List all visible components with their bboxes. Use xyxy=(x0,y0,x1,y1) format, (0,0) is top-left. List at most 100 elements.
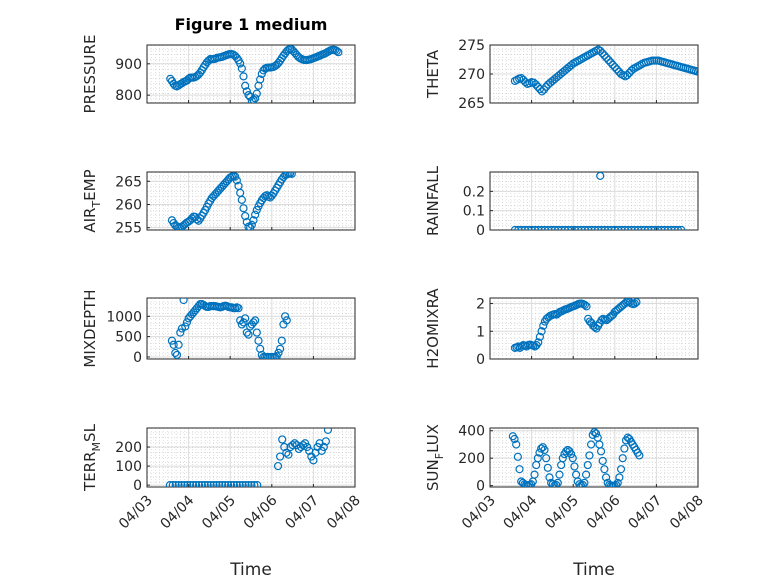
data-point xyxy=(596,172,605,180)
data-point xyxy=(514,225,523,230)
data-point xyxy=(580,225,589,230)
data-point xyxy=(232,480,241,487)
data-point xyxy=(181,322,190,331)
y-tick-label: 0 xyxy=(133,350,142,366)
data-series xyxy=(166,45,343,103)
data-point xyxy=(570,462,579,471)
data-point xyxy=(288,441,297,450)
data-point xyxy=(620,225,629,230)
data-point xyxy=(171,480,180,487)
data-point xyxy=(545,473,554,482)
x-axis-label-right: Time xyxy=(572,560,615,580)
x-tick-label: 04/06 xyxy=(241,492,281,532)
y-axis-label-subscript: T xyxy=(90,201,103,209)
y-axis-label: MIXDEPTH xyxy=(81,289,99,367)
data-point xyxy=(713,73,720,80)
data-point xyxy=(606,58,615,67)
y-axis-label: PRESSURE xyxy=(81,35,99,114)
data-point xyxy=(610,62,619,72)
data-point xyxy=(165,480,174,487)
data-point xyxy=(540,445,549,455)
figure-title: Figure 1 medium xyxy=(175,15,328,34)
axes-box xyxy=(146,427,356,488)
data-point xyxy=(699,69,706,76)
data-point xyxy=(597,225,606,230)
data-series xyxy=(510,45,720,96)
data-point xyxy=(189,480,198,487)
data-point xyxy=(203,480,212,487)
data-point xyxy=(544,225,553,230)
y-tick-label: 270 xyxy=(458,67,485,83)
data-point xyxy=(594,225,603,230)
data-point xyxy=(517,225,526,230)
x-tick-label: 04/06 xyxy=(584,492,624,532)
data-point xyxy=(624,225,633,230)
data-point xyxy=(585,451,594,460)
data-point xyxy=(535,332,545,341)
data-point xyxy=(209,480,218,487)
data-point xyxy=(242,328,251,337)
data-point xyxy=(290,439,299,448)
data-point xyxy=(615,473,624,482)
y-tick-label: 0.2 xyxy=(463,184,485,200)
data-point xyxy=(635,451,644,460)
axes-box xyxy=(489,171,699,231)
axes-box xyxy=(489,297,699,360)
data-point xyxy=(239,204,248,213)
data-point xyxy=(241,81,250,90)
data-point xyxy=(705,71,712,78)
y-tick-label: 0 xyxy=(476,223,485,239)
y-tick-label: 0 xyxy=(133,478,142,494)
data-point xyxy=(670,225,679,230)
data-point xyxy=(630,299,639,308)
data-point xyxy=(657,225,666,230)
data-point xyxy=(587,225,596,230)
data-point xyxy=(249,95,258,103)
data-point xyxy=(542,454,551,463)
data-point xyxy=(239,72,248,81)
subplot-rainfall: 0 0.1 0.2 RAINFALL xyxy=(424,165,699,239)
data-point xyxy=(515,465,524,474)
data-point xyxy=(251,210,260,219)
data-point xyxy=(560,225,569,230)
data-point xyxy=(169,340,178,349)
y-tick-label: 0 xyxy=(476,352,485,368)
x-axis-label-left: Time xyxy=(229,560,272,580)
y-axis-label: THETA xyxy=(424,49,442,99)
data-point xyxy=(612,65,621,74)
data-point xyxy=(241,480,250,487)
data-point xyxy=(513,452,522,461)
data-point xyxy=(241,211,250,221)
data-point xyxy=(244,330,253,339)
data-point xyxy=(630,225,639,230)
data-point xyxy=(534,338,543,347)
data-series xyxy=(508,428,644,487)
y-axis-label-rest: LUX xyxy=(424,424,442,453)
data-point xyxy=(647,225,656,230)
data-point xyxy=(557,460,566,470)
data-point xyxy=(600,225,609,230)
data-point xyxy=(667,225,676,230)
y-axis-label-subscript: M xyxy=(90,442,103,452)
data-point xyxy=(517,73,526,83)
data-point xyxy=(623,71,632,80)
subplot-pressure: 800 900 PRESSURE xyxy=(81,35,356,114)
subplot-h2omixra: 0 1 2 H2OMIXRA xyxy=(424,288,699,369)
data-point xyxy=(332,46,341,56)
data-point xyxy=(237,64,246,73)
data-point xyxy=(200,480,209,487)
data-point xyxy=(557,225,566,230)
data-point xyxy=(537,225,546,230)
y-tick-label: 265 xyxy=(458,96,485,112)
y-tick-label: 275 xyxy=(458,38,485,54)
data-point xyxy=(586,440,596,449)
data-point xyxy=(596,46,605,55)
y-tick-label: 400 xyxy=(458,424,485,440)
data-point xyxy=(663,225,673,230)
data-point xyxy=(611,480,621,487)
data-point xyxy=(229,480,239,487)
data-point xyxy=(254,336,263,345)
data-point xyxy=(707,72,714,79)
data-point xyxy=(231,172,240,181)
data-point xyxy=(577,225,586,230)
